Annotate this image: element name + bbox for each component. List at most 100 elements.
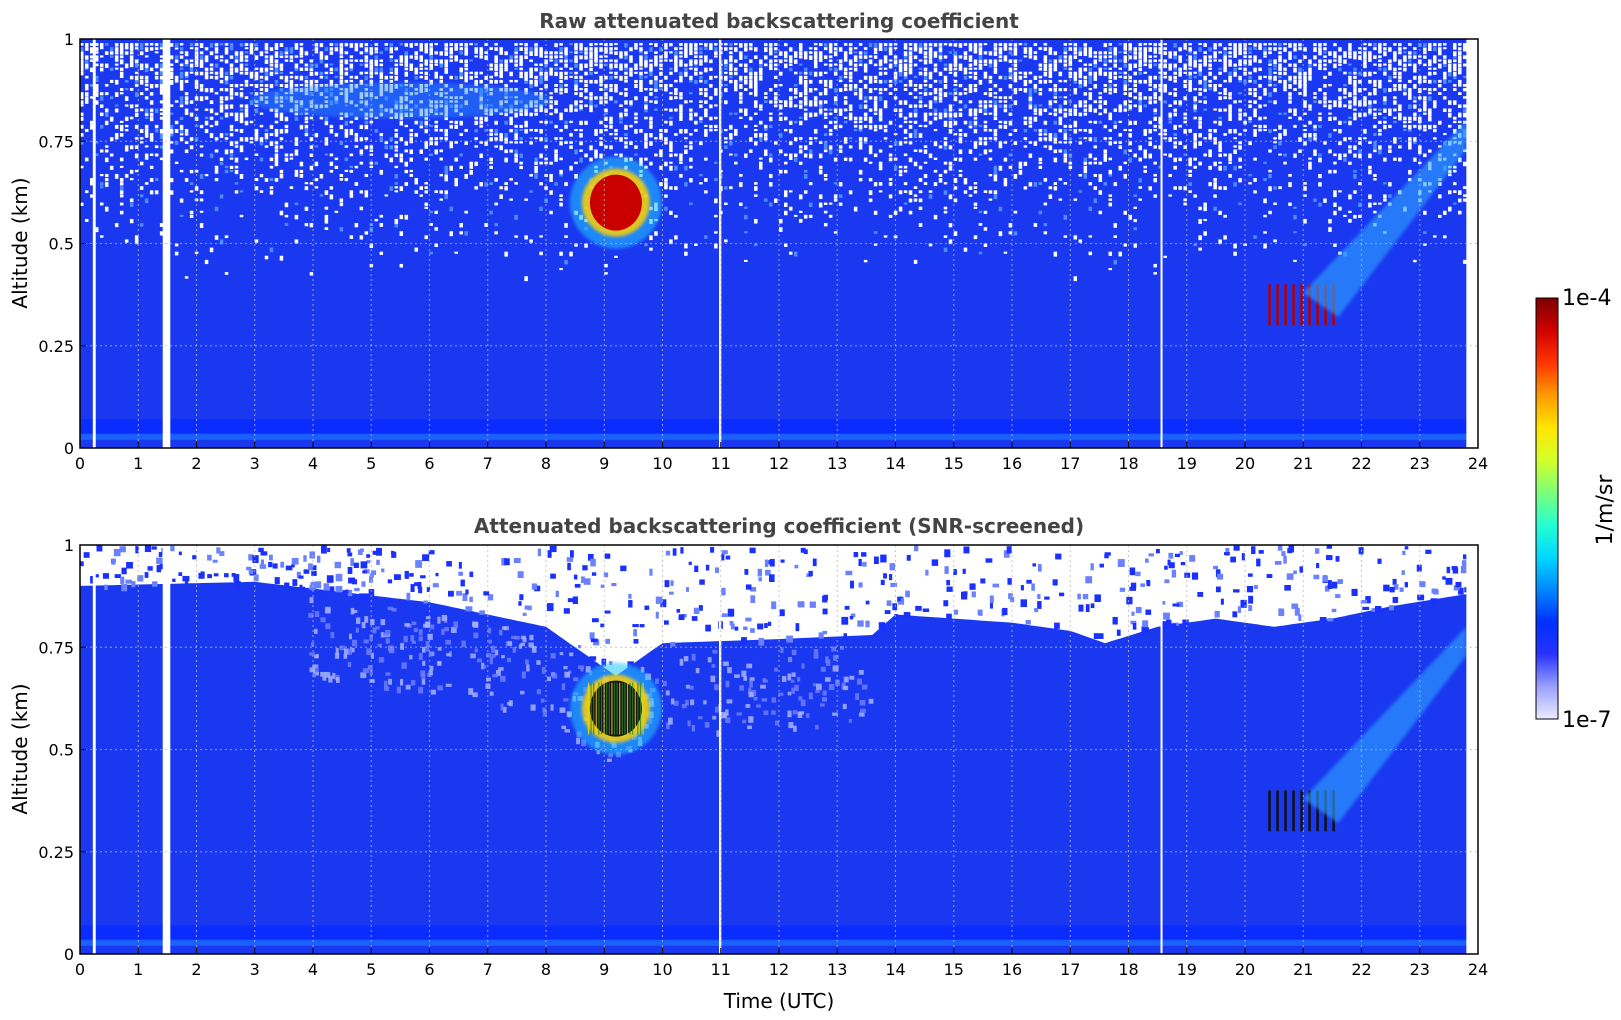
noise-speck xyxy=(898,141,903,146)
noise-speck xyxy=(1393,75,1397,79)
noise-speck xyxy=(424,75,429,80)
noise-speck xyxy=(179,137,184,142)
noise-speck xyxy=(1428,67,1432,70)
noise-speck xyxy=(439,157,443,161)
noise-speck xyxy=(1418,149,1422,155)
noise-speck xyxy=(1438,43,1442,47)
noise-speck xyxy=(1118,71,1123,75)
noise-speck xyxy=(1388,88,1392,93)
noise-speck xyxy=(554,59,558,63)
noise-speck xyxy=(579,104,583,110)
noise-speck xyxy=(679,75,683,81)
noise-speck xyxy=(1198,247,1202,251)
noise-speck xyxy=(614,51,618,56)
noise-speck xyxy=(559,268,563,271)
noise-speck xyxy=(284,51,289,55)
noise-speck xyxy=(624,112,628,117)
noise-speck xyxy=(938,71,943,76)
noise-speck xyxy=(159,137,164,140)
noise-speck xyxy=(524,47,528,51)
noise-speck xyxy=(404,59,409,64)
noise-speck xyxy=(973,157,978,161)
noise-speck xyxy=(1418,124,1422,130)
noise-speck xyxy=(1223,67,1227,73)
noise-speck xyxy=(389,157,394,163)
noise-speck xyxy=(434,124,438,129)
noise-speck xyxy=(878,96,883,101)
noise-speck xyxy=(1413,47,1417,50)
noise-speck xyxy=(1408,92,1412,97)
noise-speck xyxy=(424,235,429,240)
noise-speck xyxy=(833,47,838,51)
noise-speck xyxy=(169,67,174,72)
noise-speck xyxy=(1178,71,1182,77)
noise-speck xyxy=(324,55,329,60)
noise-speck xyxy=(729,67,733,72)
noise-speck xyxy=(1423,88,1427,91)
noise-speck xyxy=(1058,120,1063,126)
noise-speck xyxy=(973,202,978,206)
noise-speck xyxy=(544,157,548,161)
noise-speck xyxy=(529,59,533,63)
noise-speck xyxy=(968,149,973,154)
noise-speck xyxy=(868,149,873,155)
noise-speck xyxy=(94,83,99,89)
noise-speck xyxy=(159,83,164,89)
noise-speck xyxy=(788,88,793,92)
noise-speck xyxy=(304,116,309,121)
noise-speck xyxy=(174,128,179,133)
noise-speck xyxy=(1208,182,1212,187)
noise-speck xyxy=(239,190,244,193)
noise-speck xyxy=(1248,71,1252,75)
noise-speck xyxy=(1098,112,1103,116)
noise-speck xyxy=(624,100,628,105)
noise-speck xyxy=(1213,43,1217,48)
noise-speck xyxy=(379,67,384,73)
noise-speck xyxy=(1058,149,1063,153)
noise-speck xyxy=(1403,128,1407,132)
noise-speck xyxy=(1268,169,1272,173)
noise-speck xyxy=(1073,55,1078,60)
noise-speck xyxy=(1073,235,1078,240)
noise-speck xyxy=(734,83,738,89)
noise-speck xyxy=(1203,43,1207,47)
noise-speck xyxy=(833,182,838,185)
noise-speck xyxy=(499,194,503,199)
noise-speck xyxy=(669,120,673,126)
noise-speck xyxy=(369,71,374,76)
noise-speck xyxy=(1138,55,1142,59)
noise-speck xyxy=(234,59,239,63)
noise-speck xyxy=(1028,100,1033,105)
noise-speck xyxy=(619,104,623,107)
raw-x-ticks: 0 1 2 3 4 5 6 7 8 9 10 11 12 13 14 15 16 17 18 19 20 21 22 23 24 xyxy=(75,442,1488,473)
noise-speck xyxy=(449,165,453,171)
noise-speck xyxy=(754,128,758,132)
noise-speck xyxy=(903,63,908,69)
noise-speck xyxy=(943,63,948,67)
noise-speck xyxy=(159,47,164,50)
noise-speck xyxy=(1403,88,1407,92)
noise-speck xyxy=(269,157,274,162)
noise-speck xyxy=(339,47,344,53)
noise-speck xyxy=(1023,186,1028,190)
noise-speck xyxy=(968,88,973,93)
noise-speck xyxy=(249,92,254,95)
noise-speck xyxy=(1153,194,1157,198)
noise-speck xyxy=(1313,128,1317,132)
noise-speck xyxy=(464,67,468,71)
noise-speck xyxy=(943,206,948,210)
noise-speck xyxy=(1318,100,1322,104)
noise-speck xyxy=(1118,104,1123,110)
noise-speck xyxy=(1408,124,1412,130)
noise-speck xyxy=(1238,178,1242,183)
noise-speck xyxy=(783,169,788,174)
noise-speck xyxy=(614,83,618,89)
noise-speck xyxy=(119,59,124,65)
noise-speck xyxy=(154,124,159,129)
noise-speck xyxy=(1238,165,1242,169)
noise-speck xyxy=(634,83,638,89)
noise-speck xyxy=(424,141,429,147)
noise-speck xyxy=(958,137,963,143)
noise-speck xyxy=(943,43,948,46)
noise-speck xyxy=(389,51,394,54)
